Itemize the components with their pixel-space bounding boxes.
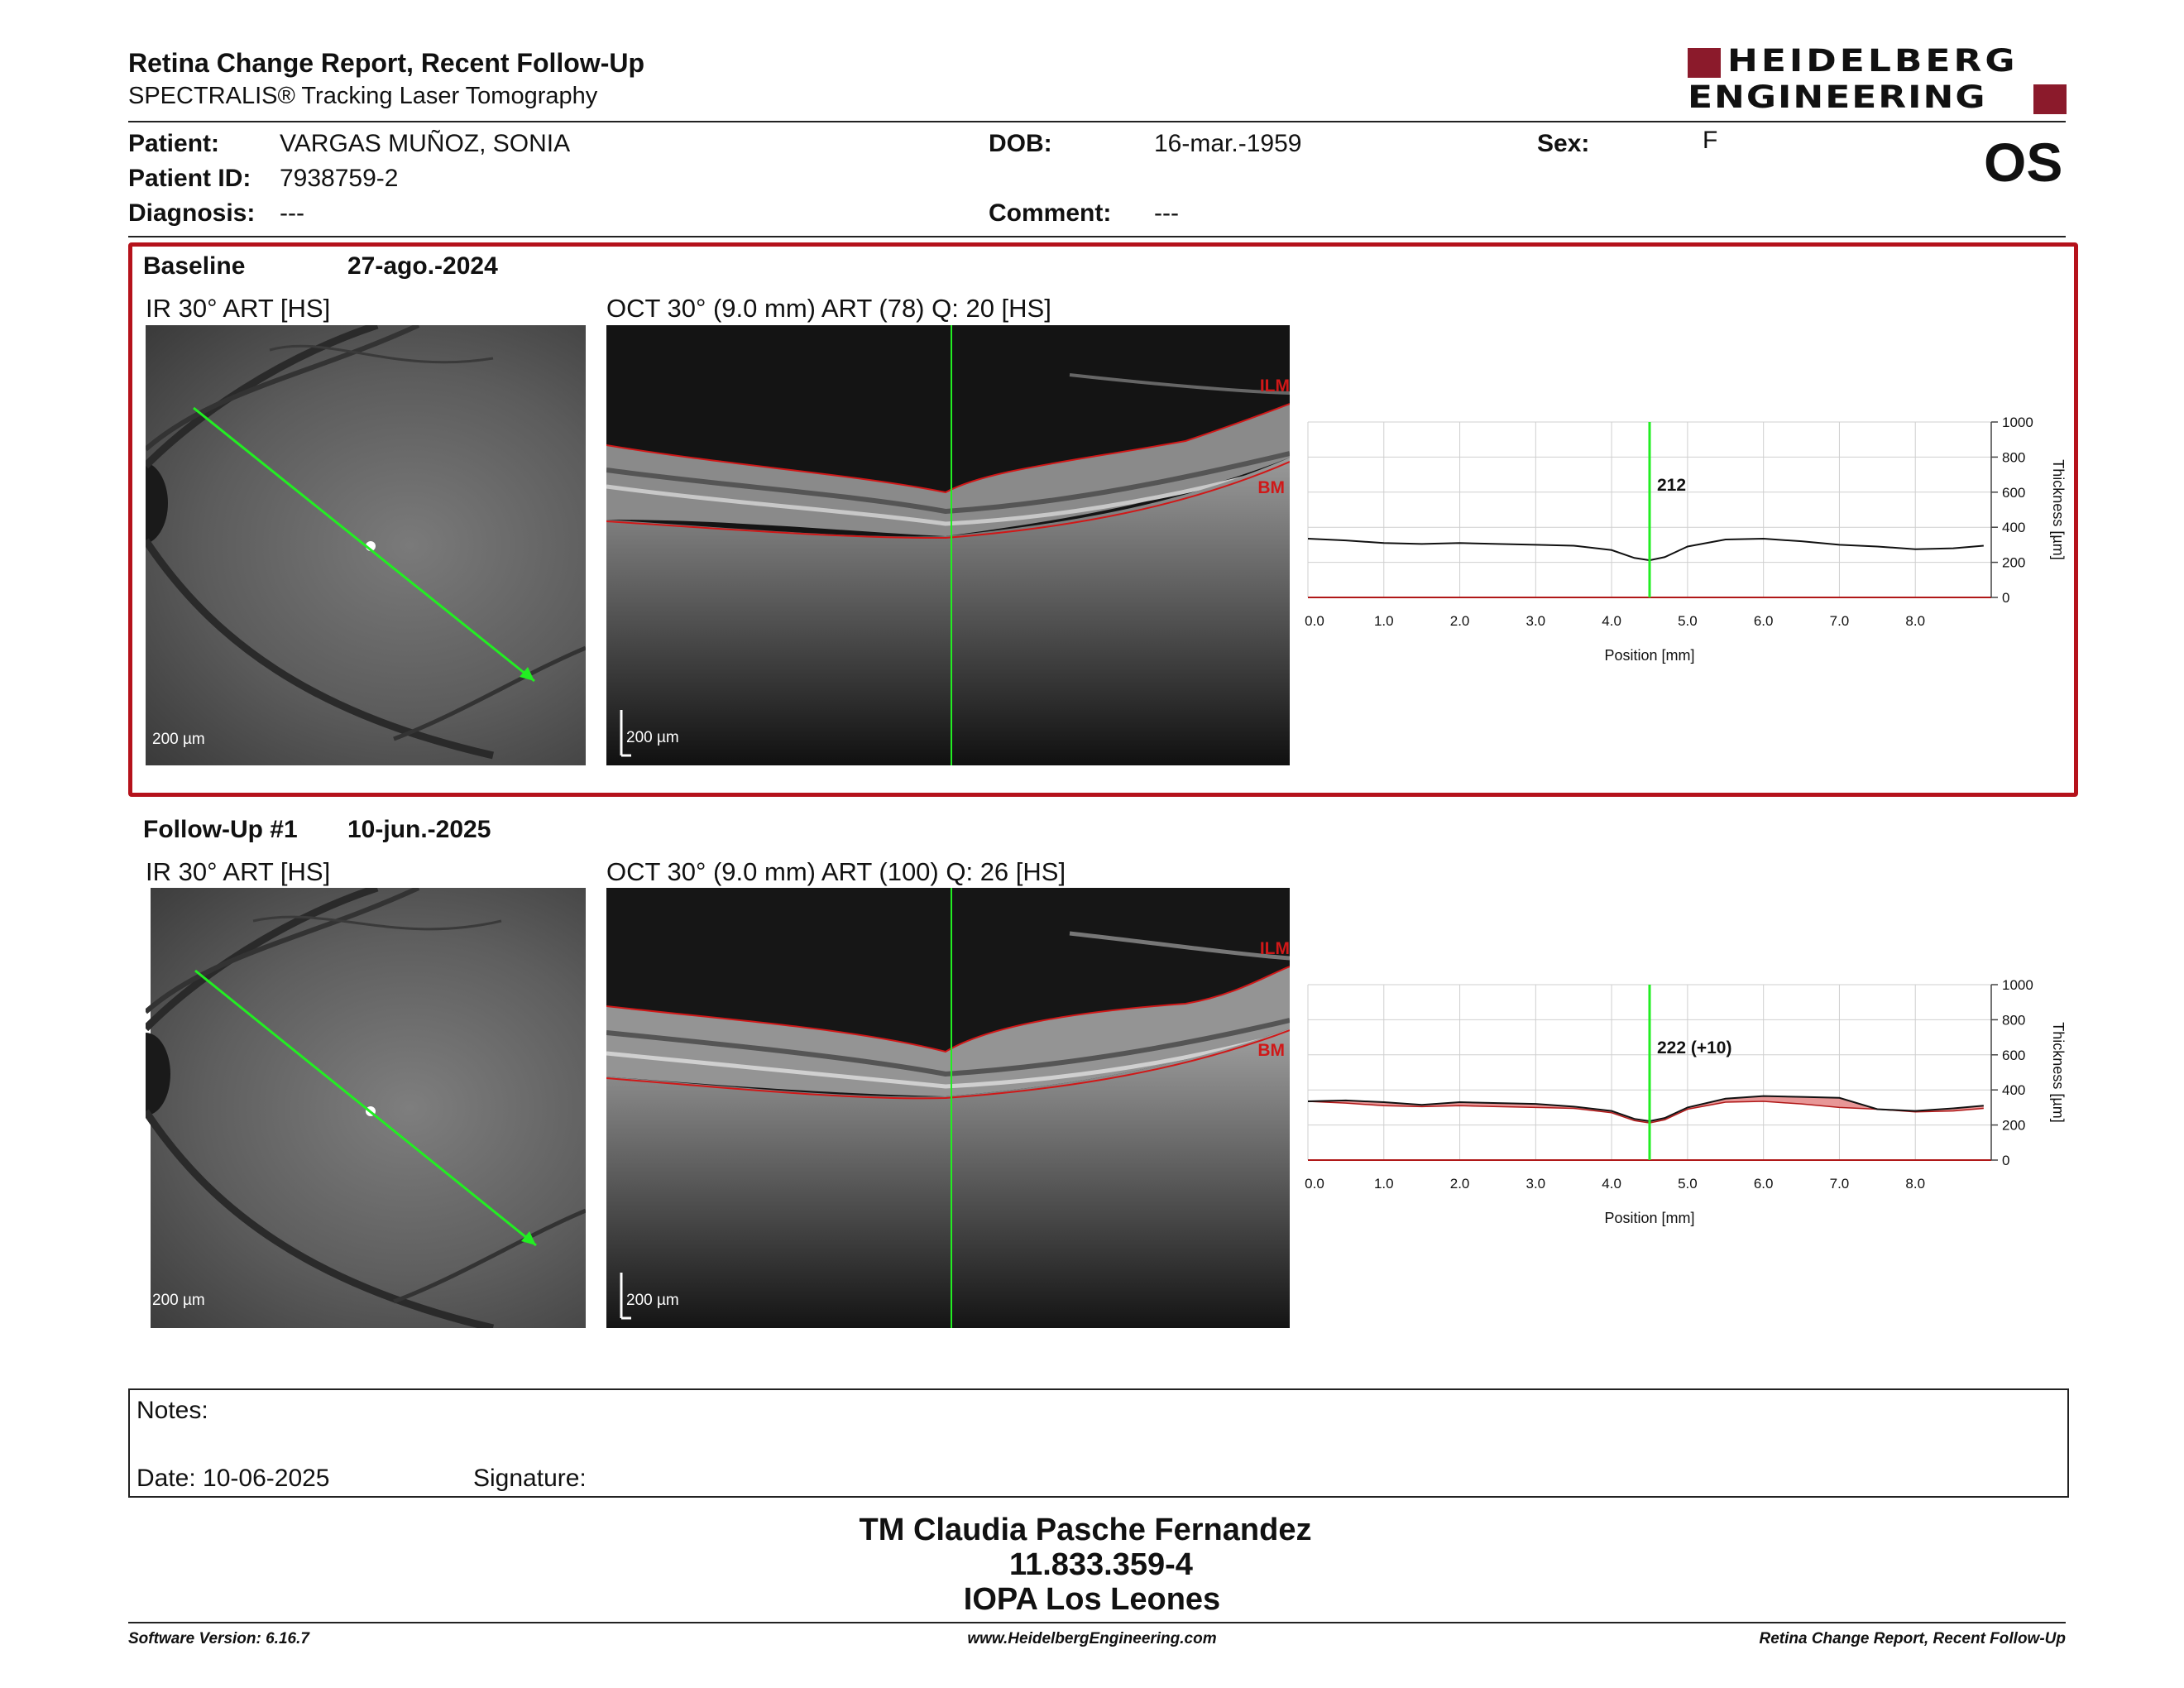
followup-y-axis-label: Thickness [µm] (2050, 1022, 2067, 1122)
followup-y-tick-label: 200 (2002, 1118, 2025, 1134)
eye-indicator: OS (1984, 132, 2063, 193)
followup-x-tick-label: 3.0 (1526, 1176, 1546, 1192)
baseline-ir-title: IR 30° ART [HS] (146, 294, 331, 323)
followup-x-tick-label: 1.0 (1374, 1176, 1394, 1192)
baseline-ir-scale: 200 µm (152, 731, 205, 748)
baseline-thickness-value: 212 (1657, 476, 1686, 495)
comment-label: Comment: (989, 199, 1112, 227)
followup-bm-label: BM (1257, 1041, 1285, 1060)
notes-box: Notes: Date: 10-06-2025 Signature: (128, 1388, 2069, 1498)
followup-x-axis-label: Position [mm] (1604, 1210, 1694, 1226)
followup-x-tick-label: 8.0 (1905, 1176, 1925, 1192)
baseline-x-tick-label: 1.0 (1374, 613, 1394, 629)
baseline-x-tick-label: 0.0 (1305, 613, 1324, 629)
baseline-oct-scale: 200 µm (626, 729, 679, 746)
notes-label: Notes: (136, 1397, 208, 1424)
followup-ir-title: IR 30° ART [HS] (146, 857, 331, 886)
followup-label: Follow-Up #1 (143, 816, 298, 843)
followup-oct-title: OCT 30° (9.0 mm) ART (100) Q: 26 [HS] (606, 857, 1066, 886)
stamp: TM Claudia Pasche Fernandez 11.833.359-4… (0, 1513, 2184, 1617)
followup-y-tick-label: 0 (2002, 1153, 2009, 1168)
followup-y-tick-label: 600 (2002, 1048, 2025, 1063)
diagnosis-label: Diagnosis: (128, 199, 256, 227)
followup-x-tick-label: 0.0 (1305, 1176, 1324, 1192)
report-subtitle: SPECTRALIS® Tracking Laser Tomography (128, 83, 598, 109)
patient-label: Patient: (128, 130, 220, 157)
followup-ir-scale: 200 µm (152, 1292, 205, 1309)
patient-id-label: Patient ID: (128, 165, 251, 192)
baseline-thickness-line (1307, 537, 1984, 562)
baseline-y-tick-label: 400 (2002, 520, 2025, 535)
baseline-oct-image: ILM BM 200 µm (606, 325, 1290, 765)
stamp-org: IOPA Los Leones (963, 1582, 1221, 1617)
baseline-section (128, 242, 2078, 797)
followup-ir-image: 200 µm (146, 888, 586, 1328)
dob-value: 16-mar.-1959 (1154, 130, 1302, 157)
baseline-bm-label: BM (1257, 478, 1285, 497)
baseline-ilm-label: ILM (1259, 376, 1290, 396)
followup-y-tick-label: 800 (2002, 1012, 2025, 1028)
heidelberg-logo: HEIDELBERG ENGINEERING (1688, 43, 2068, 117)
signature-label: Signature: (473, 1465, 587, 1492)
patient-name: VARGAS MUÑOZ, SONIA (280, 130, 571, 157)
baseline-y-tick-label: 0 (2002, 590, 2009, 606)
baseline-x-tick-label: 5.0 (1678, 613, 1698, 629)
baseline-y-axis-label: Thickness [µm] (2050, 459, 2067, 559)
followup-x-tick-label: 2.0 (1450, 1176, 1470, 1192)
baseline-x-tick-label: 8.0 (1905, 613, 1925, 629)
stamp-name: TM Claudia Pasche Fernandez (859, 1513, 1312, 1547)
stamp-id: 11.833.359-4 (1009, 1547, 1193, 1582)
baseline-thickness-chart: 0.0 1.0 2.0 3.0 4.0 5.0 6.0 7.0 8.0 0 200 400 600 800… (1305, 415, 2067, 664)
patient-id: 7938759-2 (280, 165, 399, 192)
followup-x-tick-label: 7.0 (1830, 1176, 1850, 1192)
sex-label: Sex: (1537, 130, 1590, 157)
baseline-ir-image: 200 µm (146, 325, 586, 765)
baseline-y-tick-label: 800 (2002, 449, 2025, 465)
baseline-x-axis-label: Position [mm] (1604, 647, 1694, 664)
baseline-x-tick-label: 3.0 (1526, 613, 1546, 629)
followup-x-tick-label: 6.0 (1754, 1176, 1774, 1192)
followup-oct-image: ILM BM 200 µm (606, 888, 1290, 1328)
followup-thickness-chart: 0.0 1.0 2.0 3.0 4.0 5.0 6.0 7.0 8.0 0 200 400 600 800… (1305, 977, 2067, 1226)
diagnosis-value: --- (280, 199, 304, 227)
followup-y-tick-label: 400 (2002, 1082, 2025, 1098)
baseline-date: 27-ago.-2024 (347, 252, 498, 280)
comment-value: --- (1154, 199, 1179, 227)
followup-ilm-label: ILM (1259, 939, 1290, 958)
followup-x-tick-label: 4.0 (1602, 1176, 1621, 1192)
baseline-y-tick-label: 200 (2002, 555, 2025, 571)
baseline-x-tick-label: 6.0 (1754, 613, 1774, 629)
sex-value: F (1703, 127, 1718, 154)
baseline-y-tick-label: 1000 (2002, 415, 2033, 430)
notes-date: Date: 10-06-2025 (136, 1465, 330, 1492)
dob-label: DOB: (989, 130, 1052, 157)
footer-report-name: Retina Change Report, Recent Follow-Up (1759, 1630, 2066, 1647)
software-version: Software Version: 6.16.7 (128, 1630, 309, 1647)
followup-oct-scale: 200 µm (626, 1292, 679, 1309)
followup-date: 10-jun.-2025 (347, 816, 491, 843)
followup-y-tick-label: 1000 (2002, 977, 2033, 993)
report-title: Retina Change Report, Recent Follow-Up (128, 48, 645, 78)
followup-x-tick-label: 5.0 (1678, 1176, 1698, 1192)
baseline-x-tick-label: 4.0 (1602, 613, 1621, 629)
baseline-x-tick-label: 2.0 (1450, 613, 1470, 629)
followup-thickness-value: 222 (+10) (1657, 1038, 1731, 1057)
baseline-label: Baseline (143, 252, 246, 280)
website-link[interactable]: www.HeidelbergEngineering.com (967, 1630, 1217, 1647)
baseline-y-tick-label: 600 (2002, 485, 2025, 501)
baseline-oct-title: OCT 30° (9.0 mm) ART (78) Q: 20 [HS] (606, 294, 1051, 323)
followup-thickness-line (1307, 1095, 1984, 1122)
baseline-x-tick-label: 7.0 (1830, 613, 1850, 629)
